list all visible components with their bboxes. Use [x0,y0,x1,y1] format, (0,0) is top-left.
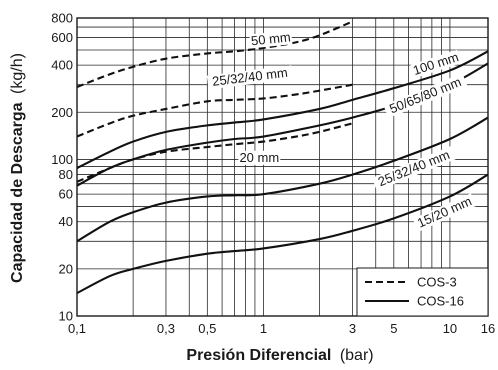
curve-cos-3-50-mm [76,20,353,88]
curve-label-text: 20 mm [239,150,279,165]
legend-label-cos-16: COS-16 [417,294,464,309]
x-tick-label: 0,3 [157,321,175,336]
curve-cos-3-25-32-40-mm [76,83,353,138]
curve-label-background [410,49,462,79]
x-tick-label: 0,5 [198,321,216,336]
y-axis-title: Capacidad de Descarga (kg/h) [9,53,26,283]
y-tick-label: 10 [59,309,73,324]
y-tick-label: 200 [51,105,73,120]
curve-label-background [238,150,281,165]
legend-label-cos-3: COS-3 [417,275,457,290]
x-axis-title-main: Presión Diferencial [186,347,331,364]
x-tick-labels: 0,1 0,3 0,5 1 3 5 10 16 [68,321,495,336]
x-axis-title-unit: (bar) [340,347,374,364]
x-tick-label: 0,1 [68,321,86,336]
y-tick-label: 600 [51,30,73,45]
x-axis-title: Presión Diferencial (bar) [186,347,373,364]
x-tick-label: 16 [481,321,495,336]
curve-cos-16-15-20-mm [76,173,489,295]
y-tick-label: 100 [51,152,73,167]
y-tick-label: 800 [51,11,73,26]
y-tick-label: 60 [59,187,73,202]
x-tick-label: 1 [260,321,267,336]
curve-label-background [383,73,468,119]
curve-cos-16-100-mm [76,50,489,170]
y-tick-label: 40 [59,214,73,229]
legend: COS-3 COS-16 [356,267,489,317]
curve-label-background [371,146,457,191]
curve-label-20-mm: 20 mm [238,150,281,165]
legend-box [356,267,489,317]
curve-label-background [206,65,294,90]
curve-label-background [249,30,293,49]
curve-label-background [412,193,477,232]
y-tick-label: 400 [51,58,73,73]
plot-frame [76,17,489,317]
y-tick-label: 20 [59,261,73,276]
curve-cos-16-25-32-40-mm [76,116,489,243]
curve-label-text: 50 mm [250,29,291,48]
x-tick-label: 10 [443,321,457,336]
y-tick-label: 80 [59,167,73,182]
y-axis-title-main: Capacidad de Descarga [9,102,26,283]
x-tick-label: 3 [349,321,356,336]
y-axis-title-unit: (kg/h) [9,53,26,94]
x-tick-label: 5 [390,321,397,336]
curve-label-50-mm: 50 mm [249,29,293,49]
